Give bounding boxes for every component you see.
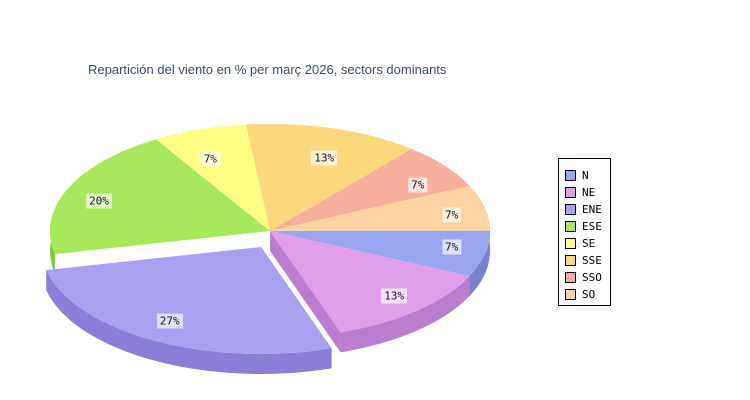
legend-swatch-SO (565, 289, 576, 300)
legend-item-SSE: SSE (565, 252, 610, 269)
pie-slice-ESE (49, 139, 271, 255)
slice-label-SSO: 7% (408, 177, 428, 193)
legend-item-SO: SO (565, 286, 610, 303)
slice-label-SSE: 13% (311, 150, 338, 166)
slice-label-SE: 7% (200, 151, 220, 167)
pie-slice-NE-radial-side (270, 231, 341, 353)
pie-slice-SSO (270, 149, 470, 231)
legend-swatch-ESE (565, 221, 576, 232)
legend-item-N: N (565, 167, 610, 184)
pie-slice-ENE (46, 247, 332, 354)
legend-label-ESE: ESE (582, 220, 602, 233)
legend-label-SSE: SSE (582, 254, 602, 267)
legend-label-NE: NE (582, 186, 596, 199)
pie-slice-SSE (246, 123, 412, 231)
pie-slice-SO (270, 185, 490, 231)
slice-label-NE: 13% (381, 288, 408, 304)
legend-item-SSO: SSO (565, 269, 610, 286)
legend-label-ENE: ENE (582, 203, 602, 216)
legend-label-N: N (582, 169, 589, 182)
pie-slice-NE-side (340, 276, 470, 353)
slice-label-ENE: 27% (156, 313, 183, 329)
legend-label-SO: SO (582, 288, 596, 301)
pie-slice-N-side (469, 231, 490, 297)
pie-slice-NE (270, 231, 470, 333)
legend-item-NE: NE (565, 184, 610, 201)
legend-swatch-SSO (565, 272, 576, 283)
chart-title: Repartición del viento en % per març 202… (88, 62, 447, 77)
pie-slice-SE (156, 124, 270, 231)
legend-item-ENE: ENE (565, 201, 610, 218)
legend: N NE ENE ESE SE SSE SSO SO (558, 158, 611, 306)
slice-label-SO: 7% (441, 207, 462, 223)
legend-item-SE: SE (565, 235, 610, 252)
legend-swatch-SSE (565, 255, 576, 266)
slice-label-N: 7% (441, 239, 462, 255)
legend-label-SSO: SSO (582, 271, 602, 284)
legend-swatch-SE (565, 238, 576, 249)
legend-swatch-ENE (565, 204, 576, 215)
legend-swatch-NE (565, 187, 576, 198)
legend-swatch-N (565, 170, 576, 181)
legend-item-ESE: ESE (565, 218, 610, 235)
pie-slice-N (270, 231, 490, 277)
slice-label-ESE: 20% (86, 193, 112, 209)
legend-label-SE: SE (582, 237, 596, 250)
pie-slice-ENE-side (46, 270, 332, 374)
